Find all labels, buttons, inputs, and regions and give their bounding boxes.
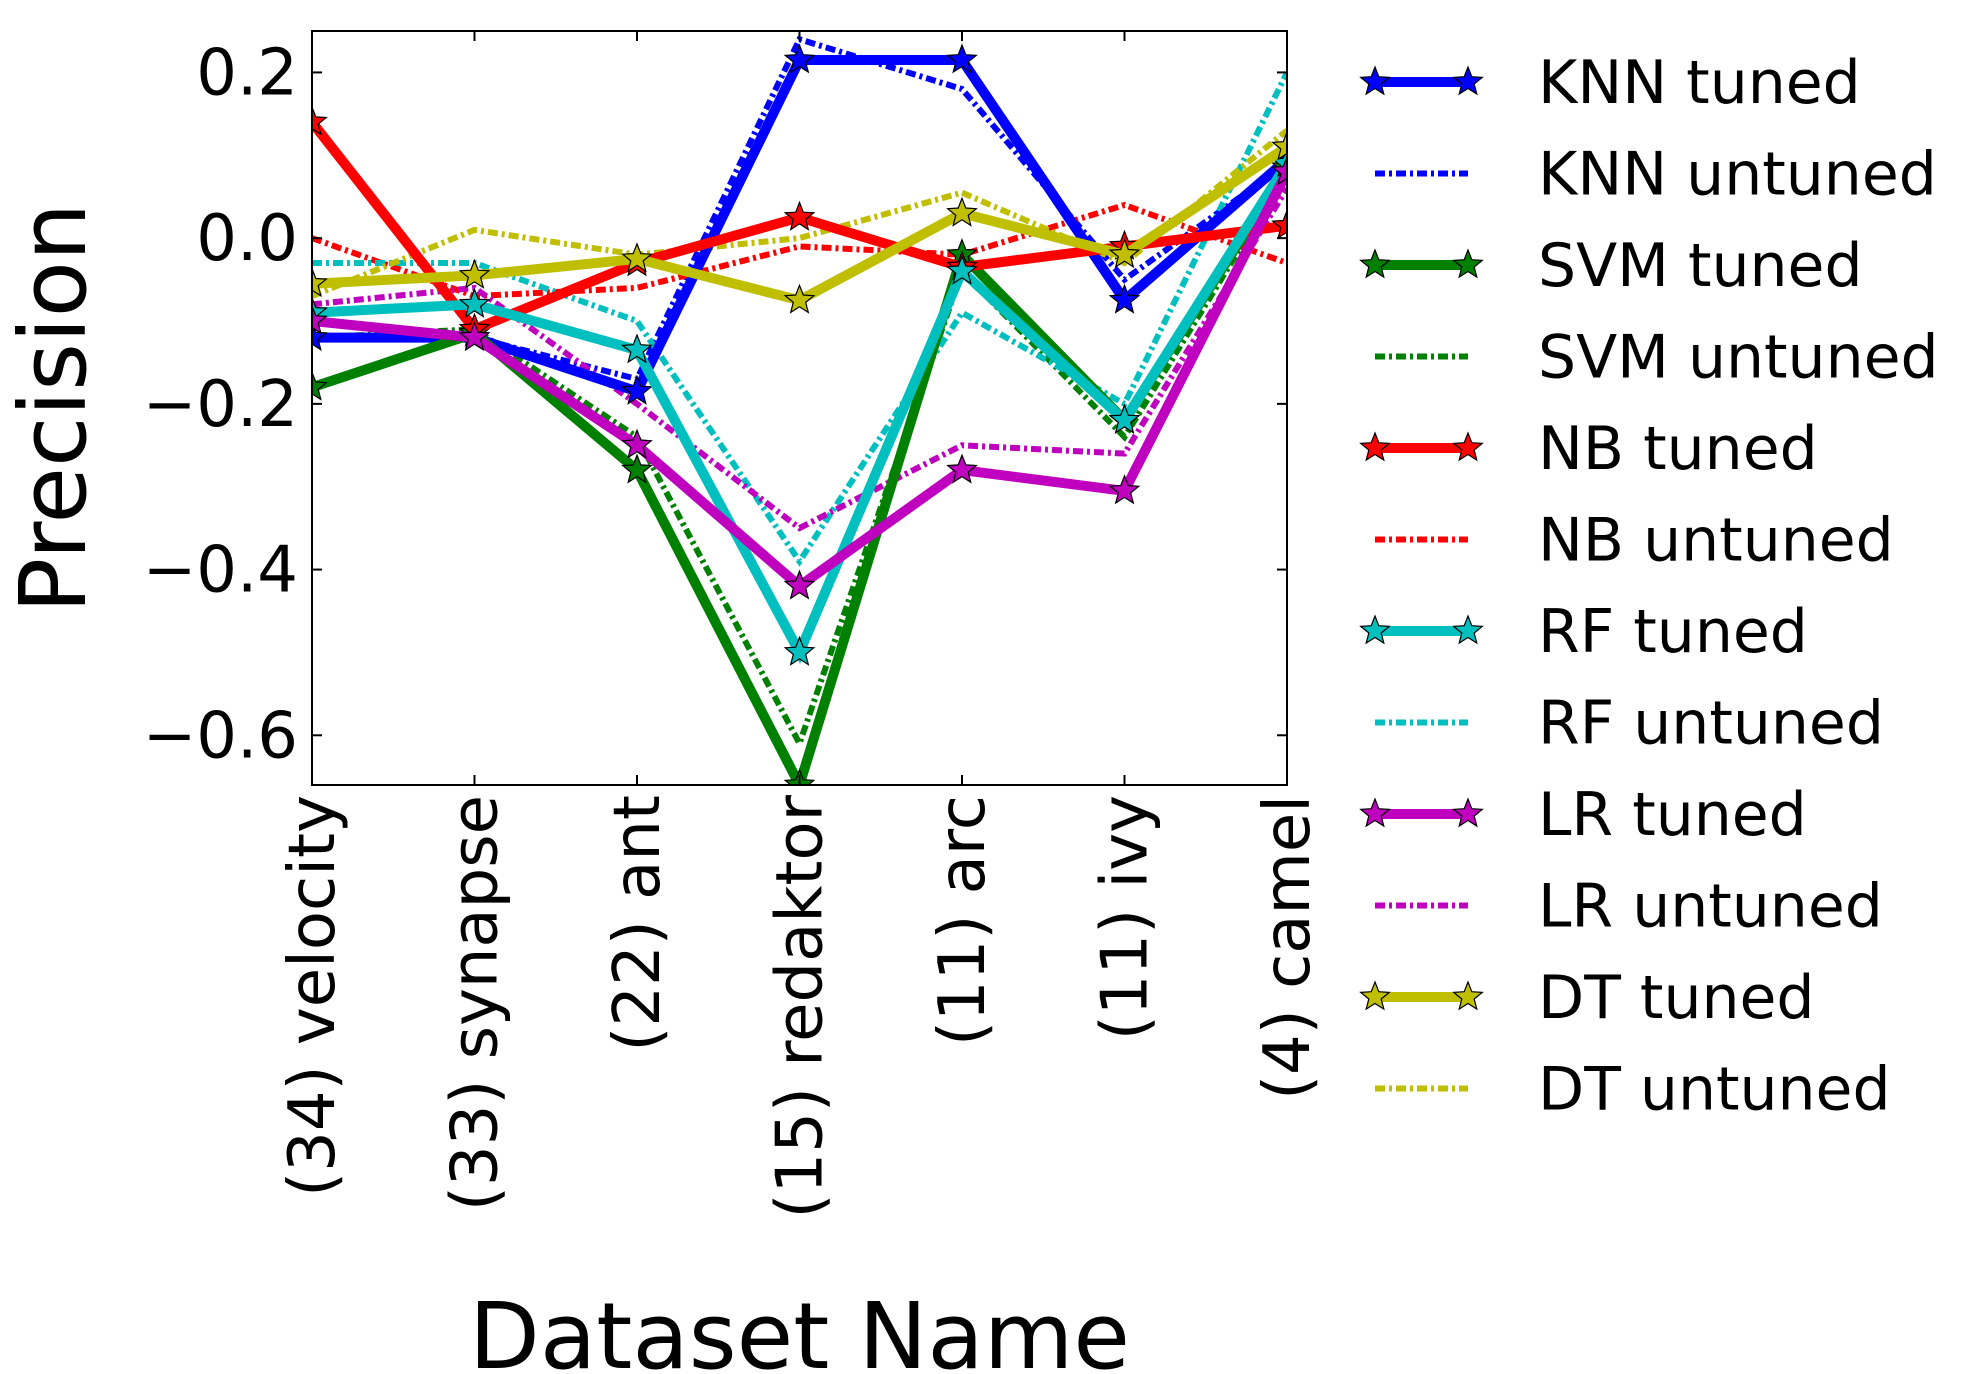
legend-item-svm-tuned: SVM tuned [1359,231,1863,301]
series-svm-tuned [312,151,1287,785]
point-svm-tuned-0 [312,370,328,401]
series-line-svm-tuned [312,164,1287,785]
legend-marker [1452,431,1484,462]
legend-label: RF untuned [1538,689,1884,759]
x-tick-label: (22) ant [601,795,675,1052]
legend-item-lr-tuned: LR tuned [1359,780,1807,850]
legend-item-dt-untuned: DT untuned [1375,1055,1891,1125]
legend-item-svm-untuned: SVM untuned [1375,323,1939,393]
point-dt-tuned-4 [946,196,978,227]
point-dt-tuned-1 [458,258,491,289]
legend-label: SVM untuned [1538,323,1939,393]
series-line-lr-tuned [312,169,1287,593]
legend-label: DT tuned [1538,963,1815,1033]
series-dt-untuned [312,128,1287,299]
point-nb-tuned-0 [312,105,328,136]
legend-label: LR untuned [1538,872,1883,942]
point-rf-tuned-2 [621,333,653,364]
point-dt-tuned-5 [1108,238,1141,269]
point-lr-tuned-5 [1108,474,1141,505]
legend-item-dt-tuned: DT tuned [1359,963,1815,1033]
point-nb-tuned-3 [783,200,816,231]
legend-item-nb-untuned: NB untuned [1375,506,1894,576]
x-tick-label: (34) velocity [276,795,350,1197]
y-tick-label: −0.2 [143,368,298,442]
series-dt-tuned [312,130,1287,314]
point-dt-tuned-2 [621,242,653,273]
y-axis: 0.2 0.0 −0.2 −0.4 −0.6 [143,36,1287,773]
x-tick-label: (15) redaktor [764,794,838,1218]
legend-marker [1452,614,1484,645]
legend-marker [1359,65,1391,96]
point-dt-tuned-3 [783,283,816,314]
legend-marker [1452,248,1484,279]
x-tick-label: (11) arc [926,795,1000,1046]
series-line-dt-untuned [312,128,1287,299]
y-tick-label: −0.4 [143,534,298,608]
legend-label: KNN untuned [1538,140,1937,210]
legend-marker [1359,614,1391,645]
point-dt-tuned-0 [312,267,328,298]
legend-item-knn-untuned: KNN untuned [1375,140,1937,210]
y-tick-label: 0.2 [196,36,298,110]
series-line-rf-untuned [312,71,1287,567]
x-axis-title: Dataset Name [469,1283,1130,1374]
y-axis-title: Precision [0,203,107,614]
point-rf-tuned-4 [946,254,978,285]
legend-item-rf-tuned: RF tuned [1359,597,1808,667]
point-lr-tuned-6 [1271,155,1287,186]
series-rf-tuned [312,146,1287,666]
point-knn-tuned-2 [621,374,653,405]
point-knn-tuned-4 [946,43,978,74]
point-nb-tuned-6 [1271,209,1287,240]
legend-label: KNN tuned [1538,48,1861,118]
point-knn-tuned-0 [312,320,328,352]
legend-item-knn-tuned: KNN tuned [1359,48,1861,118]
y-tick-label: 0.0 [196,202,298,276]
series-rf-untuned [312,71,1287,567]
point-dt-tuned-6 [1271,130,1287,161]
legend-marker [1452,797,1484,828]
x-axis: (34) velocity (33) synapse (22) ant (15) re… [276,31,1325,1218]
legend-label: SVM tuned [1538,231,1863,301]
legend-label: NB tuned [1538,414,1818,484]
legend-marker [1359,248,1391,279]
point-lr-tuned-0 [312,304,328,335]
point-rf-tuned-3 [783,635,816,666]
x-tick-label: (33) synapse [439,795,513,1211]
y-tick-label: −0.6 [143,699,298,773]
legend-label: LR tuned [1538,780,1807,850]
legend-marker [1359,980,1391,1011]
x-tick-label: (11) ivy [1089,795,1163,1040]
point-lr-tuned-4 [946,453,978,484]
legend-marker [1359,431,1391,462]
legend-label: DT untuned [1538,1055,1891,1125]
legend-label: NB untuned [1538,506,1894,576]
point-lr-tuned-2 [621,428,653,459]
legend-marker [1452,980,1484,1011]
legend-item-lr-untuned: LR untuned [1375,872,1883,942]
legend: KNN tuned KNN untuned SVM tuned SVM untuned… [1359,48,1939,1125]
point-svm-tuned-2 [621,453,653,484]
x-tick-label: (4) camel [1251,795,1325,1100]
series-lr-tuned [312,155,1287,600]
point-rf-tuned-5 [1108,403,1141,434]
plot-frame [311,30,1288,786]
point-lr-tuned-3 [783,569,816,600]
legend-item-rf-untuned: RF untuned [1375,689,1884,759]
legend-label: RF tuned [1538,597,1808,667]
point-knn-tuned-5 [1108,283,1141,314]
legend-marker [1359,797,1391,828]
series-layer [312,35,1287,785]
legend-item-nb-tuned: NB tuned [1359,414,1818,484]
legend-marker [1452,65,1484,96]
point-rf-tuned-1 [458,287,491,318]
point-knn-tuned-3 [783,43,816,74]
point-lr-tuned-1 [458,320,491,352]
